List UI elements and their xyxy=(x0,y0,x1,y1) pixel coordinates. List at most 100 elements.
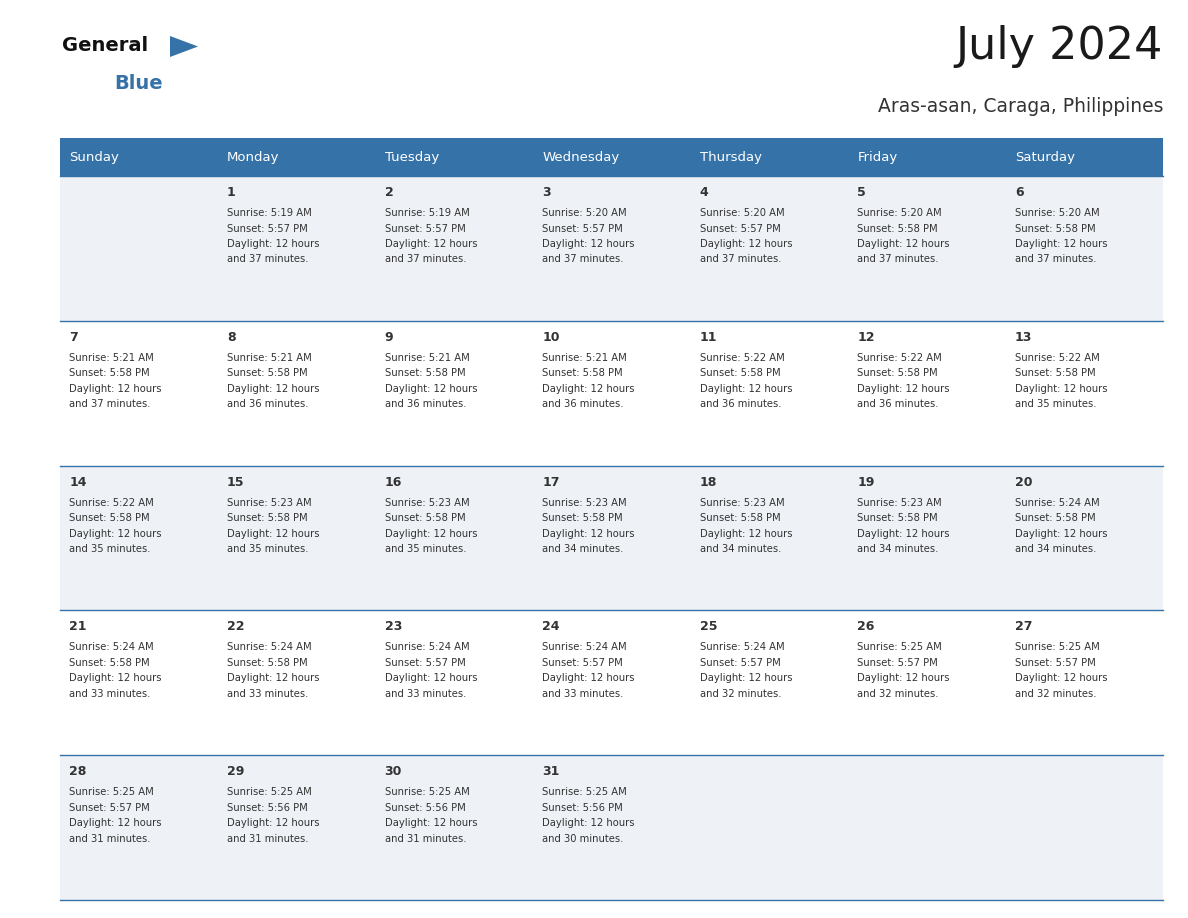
Text: Sunrise: 5:22 AM: Sunrise: 5:22 AM xyxy=(700,353,784,363)
Text: Daylight: 12 hours: Daylight: 12 hours xyxy=(542,239,634,249)
Text: 12: 12 xyxy=(858,330,874,344)
Text: Sunset: 5:56 PM: Sunset: 5:56 PM xyxy=(227,802,308,812)
Text: Daylight: 12 hours: Daylight: 12 hours xyxy=(542,818,634,828)
Text: and 36 minutes.: and 36 minutes. xyxy=(542,399,624,409)
Bar xyxy=(61,756,1163,900)
Text: Daylight: 12 hours: Daylight: 12 hours xyxy=(700,384,792,394)
Text: Sunset: 5:57 PM: Sunset: 5:57 PM xyxy=(1015,658,1095,668)
Text: and 34 minutes.: and 34 minutes. xyxy=(858,544,939,554)
Text: Sunset: 5:58 PM: Sunset: 5:58 PM xyxy=(227,658,308,668)
Text: Wednesday: Wednesday xyxy=(542,151,619,163)
Text: and 34 minutes.: and 34 minutes. xyxy=(542,544,624,554)
Text: Saturday: Saturday xyxy=(1015,151,1075,163)
Text: Sunset: 5:58 PM: Sunset: 5:58 PM xyxy=(227,513,308,523)
Text: General: General xyxy=(62,36,148,55)
Text: Sunrise: 5:19 AM: Sunrise: 5:19 AM xyxy=(385,208,469,218)
Text: 9: 9 xyxy=(385,330,393,344)
Text: Daylight: 12 hours: Daylight: 12 hours xyxy=(1015,239,1107,249)
Text: Sunrise: 5:25 AM: Sunrise: 5:25 AM xyxy=(1015,643,1100,653)
Text: and 32 minutes.: and 32 minutes. xyxy=(858,688,939,699)
Text: and 37 minutes.: and 37 minutes. xyxy=(385,254,466,264)
Text: Sunset: 5:56 PM: Sunset: 5:56 PM xyxy=(542,802,623,812)
Text: Sunset: 5:57 PM: Sunset: 5:57 PM xyxy=(542,223,623,233)
Text: 25: 25 xyxy=(700,621,718,633)
Text: 19: 19 xyxy=(858,476,874,488)
Text: Sunrise: 5:20 AM: Sunrise: 5:20 AM xyxy=(542,208,627,218)
Text: Sunset: 5:58 PM: Sunset: 5:58 PM xyxy=(858,223,939,233)
Text: Daylight: 12 hours: Daylight: 12 hours xyxy=(700,674,792,683)
Text: and 33 minutes.: and 33 minutes. xyxy=(542,688,624,699)
Text: Daylight: 12 hours: Daylight: 12 hours xyxy=(69,529,162,539)
Text: Aras-asan, Caraga, Philippines: Aras-asan, Caraga, Philippines xyxy=(878,97,1163,116)
Text: 11: 11 xyxy=(700,330,718,344)
Text: Sunrise: 5:22 AM: Sunrise: 5:22 AM xyxy=(1015,353,1100,363)
Text: Daylight: 12 hours: Daylight: 12 hours xyxy=(385,239,478,249)
Text: Sunrise: 5:23 AM: Sunrise: 5:23 AM xyxy=(227,498,311,508)
Text: Sunrise: 5:24 AM: Sunrise: 5:24 AM xyxy=(542,643,627,653)
Bar xyxy=(61,320,1163,465)
Text: Sunrise: 5:23 AM: Sunrise: 5:23 AM xyxy=(700,498,784,508)
Text: Daylight: 12 hours: Daylight: 12 hours xyxy=(858,529,950,539)
Text: Daylight: 12 hours: Daylight: 12 hours xyxy=(858,674,950,683)
Text: Thursday: Thursday xyxy=(700,151,762,163)
Text: Sunset: 5:58 PM: Sunset: 5:58 PM xyxy=(858,368,939,378)
Text: and 35 minutes.: and 35 minutes. xyxy=(385,544,466,554)
Text: Daylight: 12 hours: Daylight: 12 hours xyxy=(858,239,950,249)
Bar xyxy=(61,176,1163,320)
Bar xyxy=(61,465,1163,610)
Text: and 37 minutes.: and 37 minutes. xyxy=(858,254,939,264)
Text: Sunset: 5:58 PM: Sunset: 5:58 PM xyxy=(1015,513,1095,523)
Text: Sunset: 5:58 PM: Sunset: 5:58 PM xyxy=(700,513,781,523)
Text: and 37 minutes.: and 37 minutes. xyxy=(227,254,309,264)
Text: Sunset: 5:57 PM: Sunset: 5:57 PM xyxy=(227,223,308,233)
Text: 1: 1 xyxy=(227,186,235,199)
Text: Daylight: 12 hours: Daylight: 12 hours xyxy=(542,384,634,394)
Bar xyxy=(848,138,1005,176)
Text: and 37 minutes.: and 37 minutes. xyxy=(542,254,624,264)
Text: and 31 minutes.: and 31 minutes. xyxy=(69,834,151,844)
Text: Daylight: 12 hours: Daylight: 12 hours xyxy=(385,384,478,394)
Text: Sunset: 5:58 PM: Sunset: 5:58 PM xyxy=(1015,368,1095,378)
Text: Sunday: Sunday xyxy=(69,151,119,163)
Text: Sunrise: 5:21 AM: Sunrise: 5:21 AM xyxy=(227,353,311,363)
Text: Daylight: 12 hours: Daylight: 12 hours xyxy=(69,674,162,683)
Polygon shape xyxy=(170,36,198,57)
Text: 28: 28 xyxy=(69,766,87,778)
Text: and 34 minutes.: and 34 minutes. xyxy=(1015,544,1097,554)
Text: and 33 minutes.: and 33 minutes. xyxy=(69,688,151,699)
Text: Sunrise: 5:25 AM: Sunrise: 5:25 AM xyxy=(385,788,469,797)
Bar xyxy=(375,138,532,176)
Text: Sunset: 5:58 PM: Sunset: 5:58 PM xyxy=(69,658,150,668)
Text: Sunrise: 5:25 AM: Sunrise: 5:25 AM xyxy=(69,788,154,797)
Text: Daylight: 12 hours: Daylight: 12 hours xyxy=(1015,529,1107,539)
Text: Sunrise: 5:23 AM: Sunrise: 5:23 AM xyxy=(385,498,469,508)
Text: Sunset: 5:58 PM: Sunset: 5:58 PM xyxy=(385,513,466,523)
Text: 6: 6 xyxy=(1015,186,1024,199)
Text: 16: 16 xyxy=(385,476,402,488)
Text: Daylight: 12 hours: Daylight: 12 hours xyxy=(1015,384,1107,394)
Text: and 37 minutes.: and 37 minutes. xyxy=(69,399,151,409)
Text: Sunrise: 5:22 AM: Sunrise: 5:22 AM xyxy=(69,498,154,508)
Text: 3: 3 xyxy=(542,186,551,199)
Text: 10: 10 xyxy=(542,330,560,344)
Text: Daylight: 12 hours: Daylight: 12 hours xyxy=(227,384,320,394)
Text: and 36 minutes.: and 36 minutes. xyxy=(227,399,309,409)
Text: Daylight: 12 hours: Daylight: 12 hours xyxy=(227,674,320,683)
Text: Daylight: 12 hours: Daylight: 12 hours xyxy=(227,818,320,828)
Text: Sunrise: 5:22 AM: Sunrise: 5:22 AM xyxy=(858,353,942,363)
Text: Daylight: 12 hours: Daylight: 12 hours xyxy=(700,529,792,539)
Text: Sunset: 5:56 PM: Sunset: 5:56 PM xyxy=(385,802,466,812)
Text: Sunset: 5:57 PM: Sunset: 5:57 PM xyxy=(69,802,150,812)
Text: 5: 5 xyxy=(858,186,866,199)
Text: 8: 8 xyxy=(227,330,235,344)
Text: Daylight: 12 hours: Daylight: 12 hours xyxy=(700,239,792,249)
Text: Sunset: 5:57 PM: Sunset: 5:57 PM xyxy=(700,223,781,233)
Text: Sunrise: 5:25 AM: Sunrise: 5:25 AM xyxy=(858,643,942,653)
Text: and 37 minutes.: and 37 minutes. xyxy=(700,254,782,264)
Text: Sunset: 5:57 PM: Sunset: 5:57 PM xyxy=(542,658,623,668)
Text: Sunrise: 5:24 AM: Sunrise: 5:24 AM xyxy=(227,643,311,653)
Text: 18: 18 xyxy=(700,476,718,488)
Text: Blue: Blue xyxy=(114,74,163,93)
Text: Sunset: 5:58 PM: Sunset: 5:58 PM xyxy=(1015,223,1095,233)
Text: Daylight: 12 hours: Daylight: 12 hours xyxy=(227,239,320,249)
